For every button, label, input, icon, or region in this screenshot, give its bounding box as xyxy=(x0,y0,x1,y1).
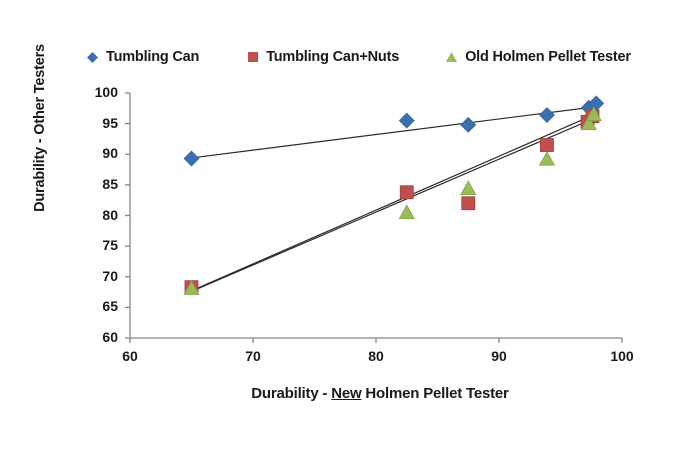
data-point-square xyxy=(399,185,414,200)
x-tick-label: 70 xyxy=(245,348,261,364)
plot-area xyxy=(125,92,623,343)
x-tick-label: 80 xyxy=(368,348,384,364)
data-point-diamond xyxy=(460,116,477,133)
data-points xyxy=(183,95,605,295)
y-tick-label: 80 xyxy=(102,206,118,223)
y-tick-label: 70 xyxy=(102,267,118,284)
data-point-triangle xyxy=(538,150,556,166)
axis-lines xyxy=(125,92,623,343)
data-point-triangle xyxy=(580,115,597,131)
y-tick-label: 60 xyxy=(102,329,118,345)
y-tick-label: 75 xyxy=(102,237,118,254)
data-point-triangle xyxy=(398,204,415,219)
legend-label: Old Holmen Pellet Tester xyxy=(465,49,631,65)
data-point-diamond xyxy=(539,107,555,123)
x-axis-title: Durability - New Holmen Pellet Tester xyxy=(100,385,660,402)
y-tick-label: 95 xyxy=(102,114,118,131)
data-point-square xyxy=(540,138,554,152)
legend-label: Tumbling Can xyxy=(106,49,200,65)
y-tick-label: 90 xyxy=(102,145,118,162)
x-tick-label: 90 xyxy=(491,348,507,364)
x-axis-title-suffix: Holmen Pellet Tester xyxy=(361,385,509,402)
chart-legend: Tumbling Can Tumbling Can+Nuts Old Holme… xyxy=(86,44,631,70)
data-point-triangle xyxy=(183,280,200,295)
data-point-square xyxy=(461,196,476,211)
y-tick-label: 85 xyxy=(102,175,118,192)
y-tick-label: 65 xyxy=(102,298,118,315)
y-axis-title: Durability - Other Testers xyxy=(32,44,48,212)
data-point-diamond xyxy=(183,150,200,167)
legend-label: Tumbling Can+Nuts xyxy=(266,49,400,65)
triangle-icon xyxy=(446,52,458,62)
legend-item-tumbling-can-nuts: Tumbling Can+Nuts xyxy=(247,49,399,65)
data-point-triangle xyxy=(460,180,477,196)
trendlines xyxy=(191,105,598,293)
data-point-diamond xyxy=(398,112,415,129)
y-tick-label: 100 xyxy=(94,84,118,100)
data-point-triangle xyxy=(585,106,602,121)
plot-svg xyxy=(125,92,623,343)
square-icon xyxy=(248,52,259,62)
legend-item-old-holmen-pellet-tester: Old Holmen Pellet Tester xyxy=(445,49,631,65)
x-axis-title-emphasis: New xyxy=(331,385,362,402)
diamond-icon xyxy=(87,51,98,63)
x-tick-label: 60 xyxy=(122,348,138,364)
legend-item-tumbling-can: Tumbling Can xyxy=(86,49,199,65)
x-tick-label: 100 xyxy=(610,348,634,364)
x-axis-title-prefix: Durability - xyxy=(251,385,332,402)
